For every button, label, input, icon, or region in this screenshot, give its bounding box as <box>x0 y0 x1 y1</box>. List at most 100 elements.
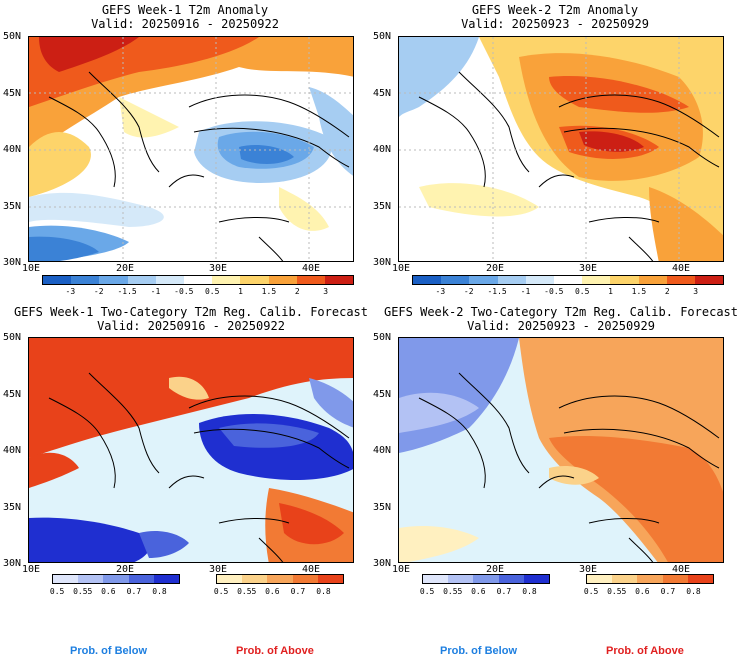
colorbar-tick-label: 0.8 <box>152 587 167 596</box>
colorbar-tick-label: -0.5 <box>544 287 564 296</box>
longitude-tick-label: 10E <box>22 564 41 575</box>
colorbar-tick-label: 0.55 <box>73 587 93 596</box>
colorbar-swatch <box>268 276 297 284</box>
colorbar-tick-label: 0.5 <box>419 587 435 596</box>
latitude-tick-label: 30N <box>3 558 22 569</box>
latitude-tick-label: 40N <box>373 445 392 456</box>
longitude-tick-label: 20E <box>486 263 505 274</box>
colorbar-tick-label: 0.6 <box>471 587 486 596</box>
latitude-tick-label: 50N <box>373 31 392 42</box>
colorbar-swatch <box>103 575 129 583</box>
panel4-valid: Valid: 20250923 - 20250929 <box>467 319 655 333</box>
colorbar-tick-label: 1 <box>608 287 613 296</box>
below-prob-colorbar-week1 <box>52 574 180 584</box>
colorbar-swatch <box>71 276 100 284</box>
colorbar-swatch <box>473 575 499 583</box>
colorbar-swatch <box>127 276 156 284</box>
colorbar-swatch <box>553 276 583 284</box>
latitude-tick-label: 50N <box>3 31 22 42</box>
colorbar-swatch <box>242 575 268 583</box>
below-prob-labels-week2: 0.5 0.55 0.6 0.7 0.8 <box>419 587 550 598</box>
latitude-tick-label: 40N <box>3 445 22 456</box>
colorbar-tick-label: 0.7 <box>496 587 512 596</box>
below-prob-colorbar-week2 <box>422 574 550 584</box>
colorbar-tick-label: 3 <box>693 287 699 296</box>
latitude-tick-label: 45N <box>373 388 392 400</box>
colorbar-tick-label: 0.6 <box>635 587 650 596</box>
colorbar-swatch <box>296 276 325 284</box>
colorbar-swatch <box>637 575 663 583</box>
colorbar-swatch <box>469 276 498 284</box>
panel4-title: GEFS Week-2 Two-Category T2m Reg. Calib.… <box>383 305 738 319</box>
latitude-tick-label: 35N <box>373 200 392 212</box>
latitude-tick-label: 35N <box>3 200 22 212</box>
longitude-tick-label: 10E <box>392 263 411 274</box>
colorbar-swatch <box>582 276 611 284</box>
colorbar-tick-label: -3 <box>65 287 76 296</box>
latitude-tick-label: 45N <box>3 388 22 400</box>
prob-below-label-week2: Prob. of Below <box>440 645 517 657</box>
colorbar-swatch <box>662 575 688 583</box>
colorbar-swatch <box>413 276 442 284</box>
colorbar-swatch <box>183 276 213 284</box>
above-prob-labels-week2: 0.5 0.55 0.6 0.7 0.8 <box>583 587 714 598</box>
colorbar-tick-label: 1.5 <box>261 287 277 296</box>
panel3-valid: Valid: 20250916 - 20250922 <box>97 319 285 333</box>
colorbar-swatch <box>53 575 79 583</box>
colorbar-tick-label: 0.7 <box>126 587 142 596</box>
colorbar-tick-label: 0.55 <box>607 587 627 596</box>
panel2-valid: Valid: 20250923 - 20250929 <box>461 17 649 31</box>
longitude-tick-label: 40E <box>672 263 691 274</box>
latitude-tick-label: 35N <box>3 501 22 513</box>
latitude-tick-label: 45N <box>3 87 22 99</box>
colorbar-swatch <box>99 276 128 284</box>
colorbar-tick-label: -2 <box>93 287 104 296</box>
colorbar-swatch <box>448 575 474 583</box>
colorbar-swatch <box>153 575 180 583</box>
colorbar-tick-label: 0.5 <box>213 587 229 596</box>
colorbar-swatch <box>610 276 639 284</box>
latitude-tick-label: 35N <box>373 501 392 513</box>
colorbar-tick-label: 0.55 <box>443 587 463 596</box>
latitude-tick-label: 50N <box>373 332 392 343</box>
anomaly-colorbar-labels-week1: -3 -2 -1.5 -1 -0.5 0.5 1 1.5 2 3 <box>42 288 354 298</box>
colorbar-swatch <box>212 276 241 284</box>
colorbar-tick-label: 0.6 <box>265 587 280 596</box>
colorbar-swatch <box>694 276 724 284</box>
colorbar-swatch <box>267 575 293 583</box>
colorbar-tick-label: 0.7 <box>290 587 306 596</box>
colorbar-swatch <box>217 575 243 583</box>
colorbar-tick-label: 0.8 <box>316 587 331 596</box>
colorbar-swatch <box>43 276 72 284</box>
prob-above-label-week1: Prob. of Above <box>236 645 314 657</box>
anomaly-colorbar-week2 <box>412 275 724 285</box>
colorbar-swatch <box>523 575 550 583</box>
above-prob-colorbar-week1 <box>216 574 344 584</box>
colorbar-tick-label: -1 <box>520 287 531 296</box>
colorbar-tick-label: 0.5 <box>49 587 65 596</box>
colorbar-swatch <box>441 276 470 284</box>
week2-probability-map <box>398 337 724 563</box>
above-prob-labels-week1: 0.5 0.55 0.6 0.7 0.8 <box>213 587 344 598</box>
panel1-valid: Valid: 20250916 - 20250922 <box>91 17 279 31</box>
longitude-tick-label: 40E <box>302 263 321 274</box>
colorbar-tick-label: 0.5 <box>583 587 599 596</box>
colorbar-tick-label: 2 <box>294 287 300 296</box>
colorbar-swatch <box>324 276 354 284</box>
colorbar-tick-label: 1.5 <box>631 287 647 296</box>
longitude-tick-label: 30E <box>579 263 598 274</box>
colorbar-tick-label: 1 <box>238 287 243 296</box>
colorbar-swatch <box>498 575 524 583</box>
colorbar-swatch <box>497 276 526 284</box>
colorbar-swatch <box>587 575 613 583</box>
longitude-tick-label: 20E <box>116 564 135 575</box>
week1-anomaly-map <box>28 36 354 262</box>
colorbar-swatch <box>292 575 318 583</box>
longitude-tick-label: 10E <box>392 564 411 575</box>
colorbar-tick-label: 0.8 <box>686 587 701 596</box>
colorbar-swatch <box>128 575 154 583</box>
latitude-tick-label: 30N <box>373 257 392 268</box>
anomaly-colorbar-labels-week2: -3 -2 -1.5 -1 -0.5 0.5 1 1.5 2 3 <box>412 288 724 298</box>
colorbar-tick-label: -3 <box>435 287 446 296</box>
colorbar-tick-label: 0.7 <box>660 587 676 596</box>
